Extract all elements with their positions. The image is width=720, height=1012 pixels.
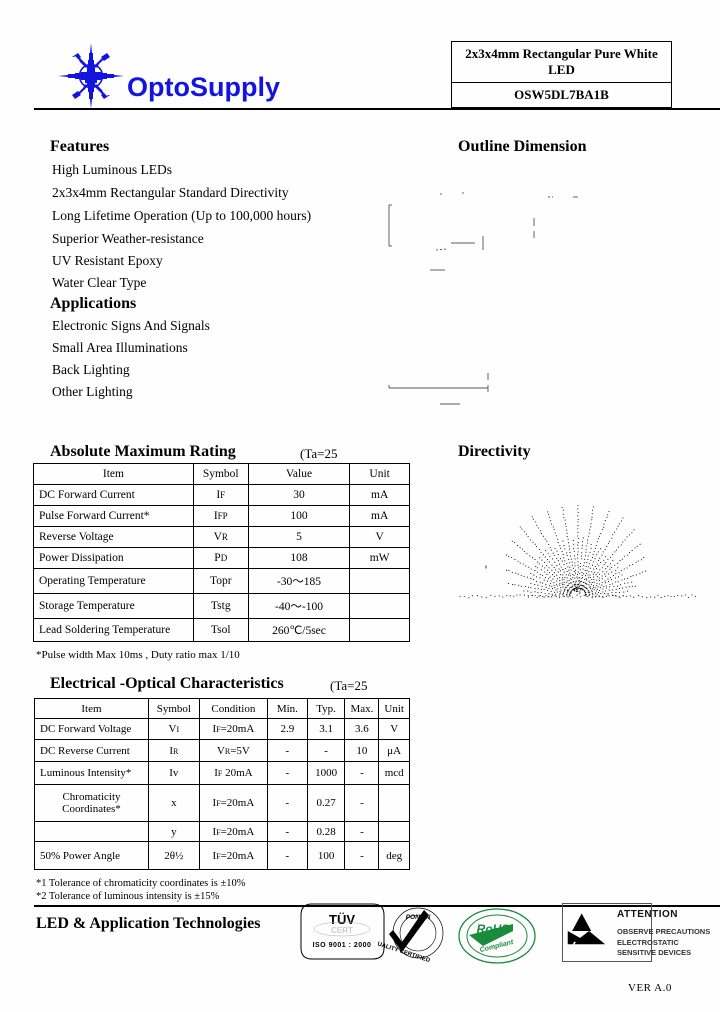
svg-text:ISO 9001 : 2000: ISO 9001 : 2000: [313, 942, 372, 949]
svg-text:RoHS: RoHS: [477, 922, 510, 936]
svg-text:CERT: CERT: [331, 926, 353, 935]
svg-text:TÜV: TÜV: [329, 912, 355, 927]
